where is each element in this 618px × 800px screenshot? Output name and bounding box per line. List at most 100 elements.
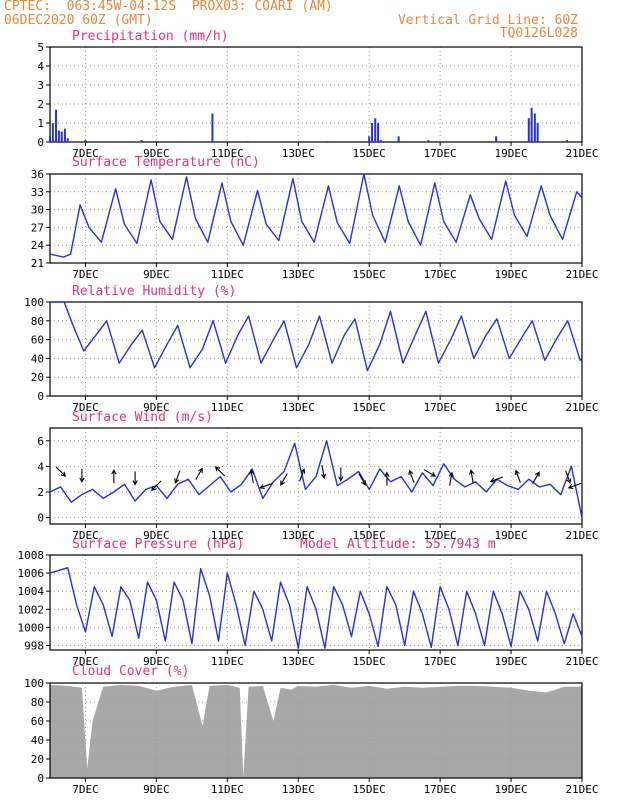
precipitation-xtick-label: 11DEC (211, 147, 244, 160)
panel-title-cloud-cover: Cloud Cover (%) (72, 664, 190, 679)
precip-bar (371, 123, 374, 142)
wind-arrow-shaft (299, 469, 305, 482)
cloud-cover-xtick-label: 15DEC (353, 783, 386, 796)
wind-arrow-shaft (568, 482, 582, 489)
precipitation-xtick-label: 17DEC (424, 147, 457, 160)
surface-wind-ytick-label: 4 (37, 460, 44, 473)
wind-arrow-head (132, 480, 138, 486)
surface-temperature-xtick-label: 21DEC (565, 268, 598, 281)
relative-humidity-xtick-label: 19DEC (495, 401, 528, 414)
wind-arrow-head (60, 471, 67, 477)
precip-bar (84, 140, 87, 142)
precip-bar (49, 136, 51, 142)
precip-bar (66, 138, 69, 142)
surface-wind-xtick-label: 7DEC (72, 529, 99, 542)
relative-humidity-xtick-label: 11DEC (211, 401, 244, 414)
precip-bar (536, 123, 539, 142)
wind-arrow-head (111, 468, 117, 475)
surface-temperature-xtick-label: 11DEC (211, 268, 244, 281)
precip-bar (379, 140, 382, 142)
wind-arrow-shaft (321, 465, 325, 479)
surface-pressure-xtick-label: 7DEC (72, 655, 99, 668)
surface-temperature-xtick-label: 7DEC (72, 268, 99, 281)
relative-humidity-line (50, 301, 583, 372)
surface-temperature-xtick-label: 17DEC (424, 268, 457, 281)
wind-arrow-head (566, 478, 572, 484)
wind-arrow-shaft (358, 473, 366, 486)
precipitation-xtick-label: 15DEC (353, 147, 386, 160)
wind-arrow-shaft (449, 472, 453, 486)
wind-arrow-head (150, 485, 157, 492)
surface-pressure-line (49, 567, 583, 649)
cloud-cover-ytick-label: 80 (31, 696, 44, 709)
relative-humidity-xtick-label: 9DEC (143, 401, 170, 414)
precipitation-xtick-label: 9DEC (143, 147, 170, 160)
header-run-code: TQ0126L028 (499, 26, 578, 41)
wind-arrow-shaft (195, 468, 203, 480)
surface-temperature-ytick-label: 27 (31, 221, 44, 234)
precip-bar (397, 136, 400, 142)
wind-arrow-head (430, 471, 437, 477)
precip-bar (368, 136, 371, 142)
wind-arrow-shaft (55, 466, 66, 477)
surface-pressure-ytick-label: 1002 (18, 603, 45, 616)
panel-title-precipitation: Precipitation (mm/h) (72, 29, 229, 44)
wind-arrow-head (214, 466, 221, 472)
surface-wind-ytick-label: 6 (37, 435, 44, 448)
surface-wind-xtick-label: 17DEC (424, 529, 457, 542)
panel-title-pressure: Surface Pressure (hPa) (72, 537, 245, 552)
surface-temperature-ytick-label: 24 (31, 239, 45, 252)
precip-bar (140, 140, 143, 142)
cloud-cover-area (50, 684, 582, 778)
precip-bar (63, 128, 66, 142)
wind-arrow-head (468, 469, 475, 475)
surface-pressure-ytick-label: 1000 (18, 621, 45, 634)
wind-arrow-head (320, 473, 327, 480)
cloud-cover-ytick-label: 0 (37, 772, 44, 785)
surface-pressure-xtick-label: 9DEC (143, 655, 170, 668)
header-date: 06DEC2020 60Z (GMT) (4, 13, 153, 28)
wind-arrow-shaft (215, 466, 226, 477)
wind-arrow-head (384, 471, 390, 477)
precipitation-ytick-label: 3 (37, 79, 44, 92)
surface-pressure-xtick-label: 15DEC (353, 655, 386, 668)
header-location: CPTEC: 063:45W-04:12S PROX03: COARI (AM) (4, 0, 333, 14)
wind-arrow-shaft (409, 470, 415, 483)
wind-arrow-head (300, 468, 306, 474)
surface-pressure-ytick-label: 1008 (18, 549, 45, 562)
cloud-cover-xtick-label: 19DEC (495, 783, 528, 796)
surface-pressure-xtick-label: 13DEC (282, 655, 315, 668)
wind-arrow-shaft (532, 472, 540, 484)
surface-wind-ytick-label: 0 (37, 512, 44, 525)
relative-humidity-ytick-label: 100 (24, 296, 44, 309)
surface-temperature-line (49, 173, 583, 258)
relative-humidity-ytick-label: 60 (31, 334, 44, 347)
wind-arrow-shaft (174, 470, 181, 483)
cloud-cover-ytick-label: 100 (24, 677, 44, 690)
precipitation-ytick-label: 4 (37, 60, 44, 73)
surface-wind-xtick-label: 15DEC (353, 529, 386, 542)
precipitation-ytick-label: 2 (37, 98, 44, 111)
wind-arrow-shaft (490, 476, 504, 482)
relative-humidity-xtick-label: 17DEC (424, 401, 457, 414)
wind-arrow-head (174, 478, 180, 484)
surface-temperature-ytick-label: 33 (31, 186, 44, 199)
panel-title-wind: Surface Wind (m/s) (72, 410, 213, 425)
relative-humidity-xtick-label: 7DEC (72, 401, 99, 414)
relative-humidity-xtick-label: 21DEC (565, 401, 598, 414)
precip-bar (326, 141, 329, 142)
relative-humidity-ytick-label: 80 (31, 315, 44, 328)
relative-humidity-ytick-label: 20 (31, 371, 44, 384)
precip-bar (427, 140, 430, 142)
wind-arrow-head (280, 480, 285, 486)
wind-arrow-head (361, 480, 366, 486)
wind-arrow-head (408, 469, 414, 476)
surface-wind-xtick-label: 13DEC (282, 529, 315, 542)
precip-bar (211, 113, 214, 142)
precipitation-xtick-label: 21DEC (565, 147, 598, 160)
panel-title-temperature: Surface Temperature (nC) (72, 155, 260, 170)
precipitation-xtick-label: 19DEC (495, 147, 528, 160)
wind-arrow-head (79, 477, 85, 484)
cloud-cover-xtick-label: 7DEC (72, 783, 99, 796)
